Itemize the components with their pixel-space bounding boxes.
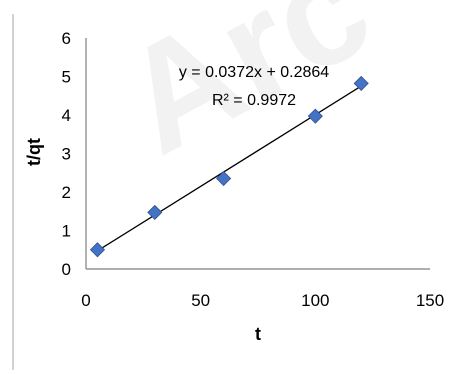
y-axis-title: t/qt [24,138,44,166]
x-tick-label: 100 [301,291,329,310]
data-point-diamond [353,75,369,91]
y-tick-label: 6 [62,29,71,48]
data-point-diamond [307,108,323,124]
y-tick-label: 1 [62,222,71,241]
trendline-equation: y = 0.0372x + 0.2864 [179,64,329,81]
x-axis-title: t [255,324,261,344]
x-tick-label: 0 [81,291,90,310]
r-squared-label: R² = 0.9972 [212,92,296,109]
y-tick-labels: 0 1 2 3 4 5 6 [62,29,71,279]
x-tick-label: 50 [191,291,210,310]
data-points [89,75,369,258]
y-tick-label: 0 [62,260,71,279]
data-point-diamond [147,204,163,220]
y-tick-label: 2 [62,183,71,202]
y-tick-label: 4 [62,106,71,125]
x-tick-labels: 0 50 100 150 [81,291,444,310]
y-tick-label: 5 [62,68,71,87]
x-tick-label: 150 [416,291,444,310]
data-point-diamond [216,170,232,187]
y-tick-label: 3 [62,145,71,164]
data-point-diamond [89,242,106,258]
